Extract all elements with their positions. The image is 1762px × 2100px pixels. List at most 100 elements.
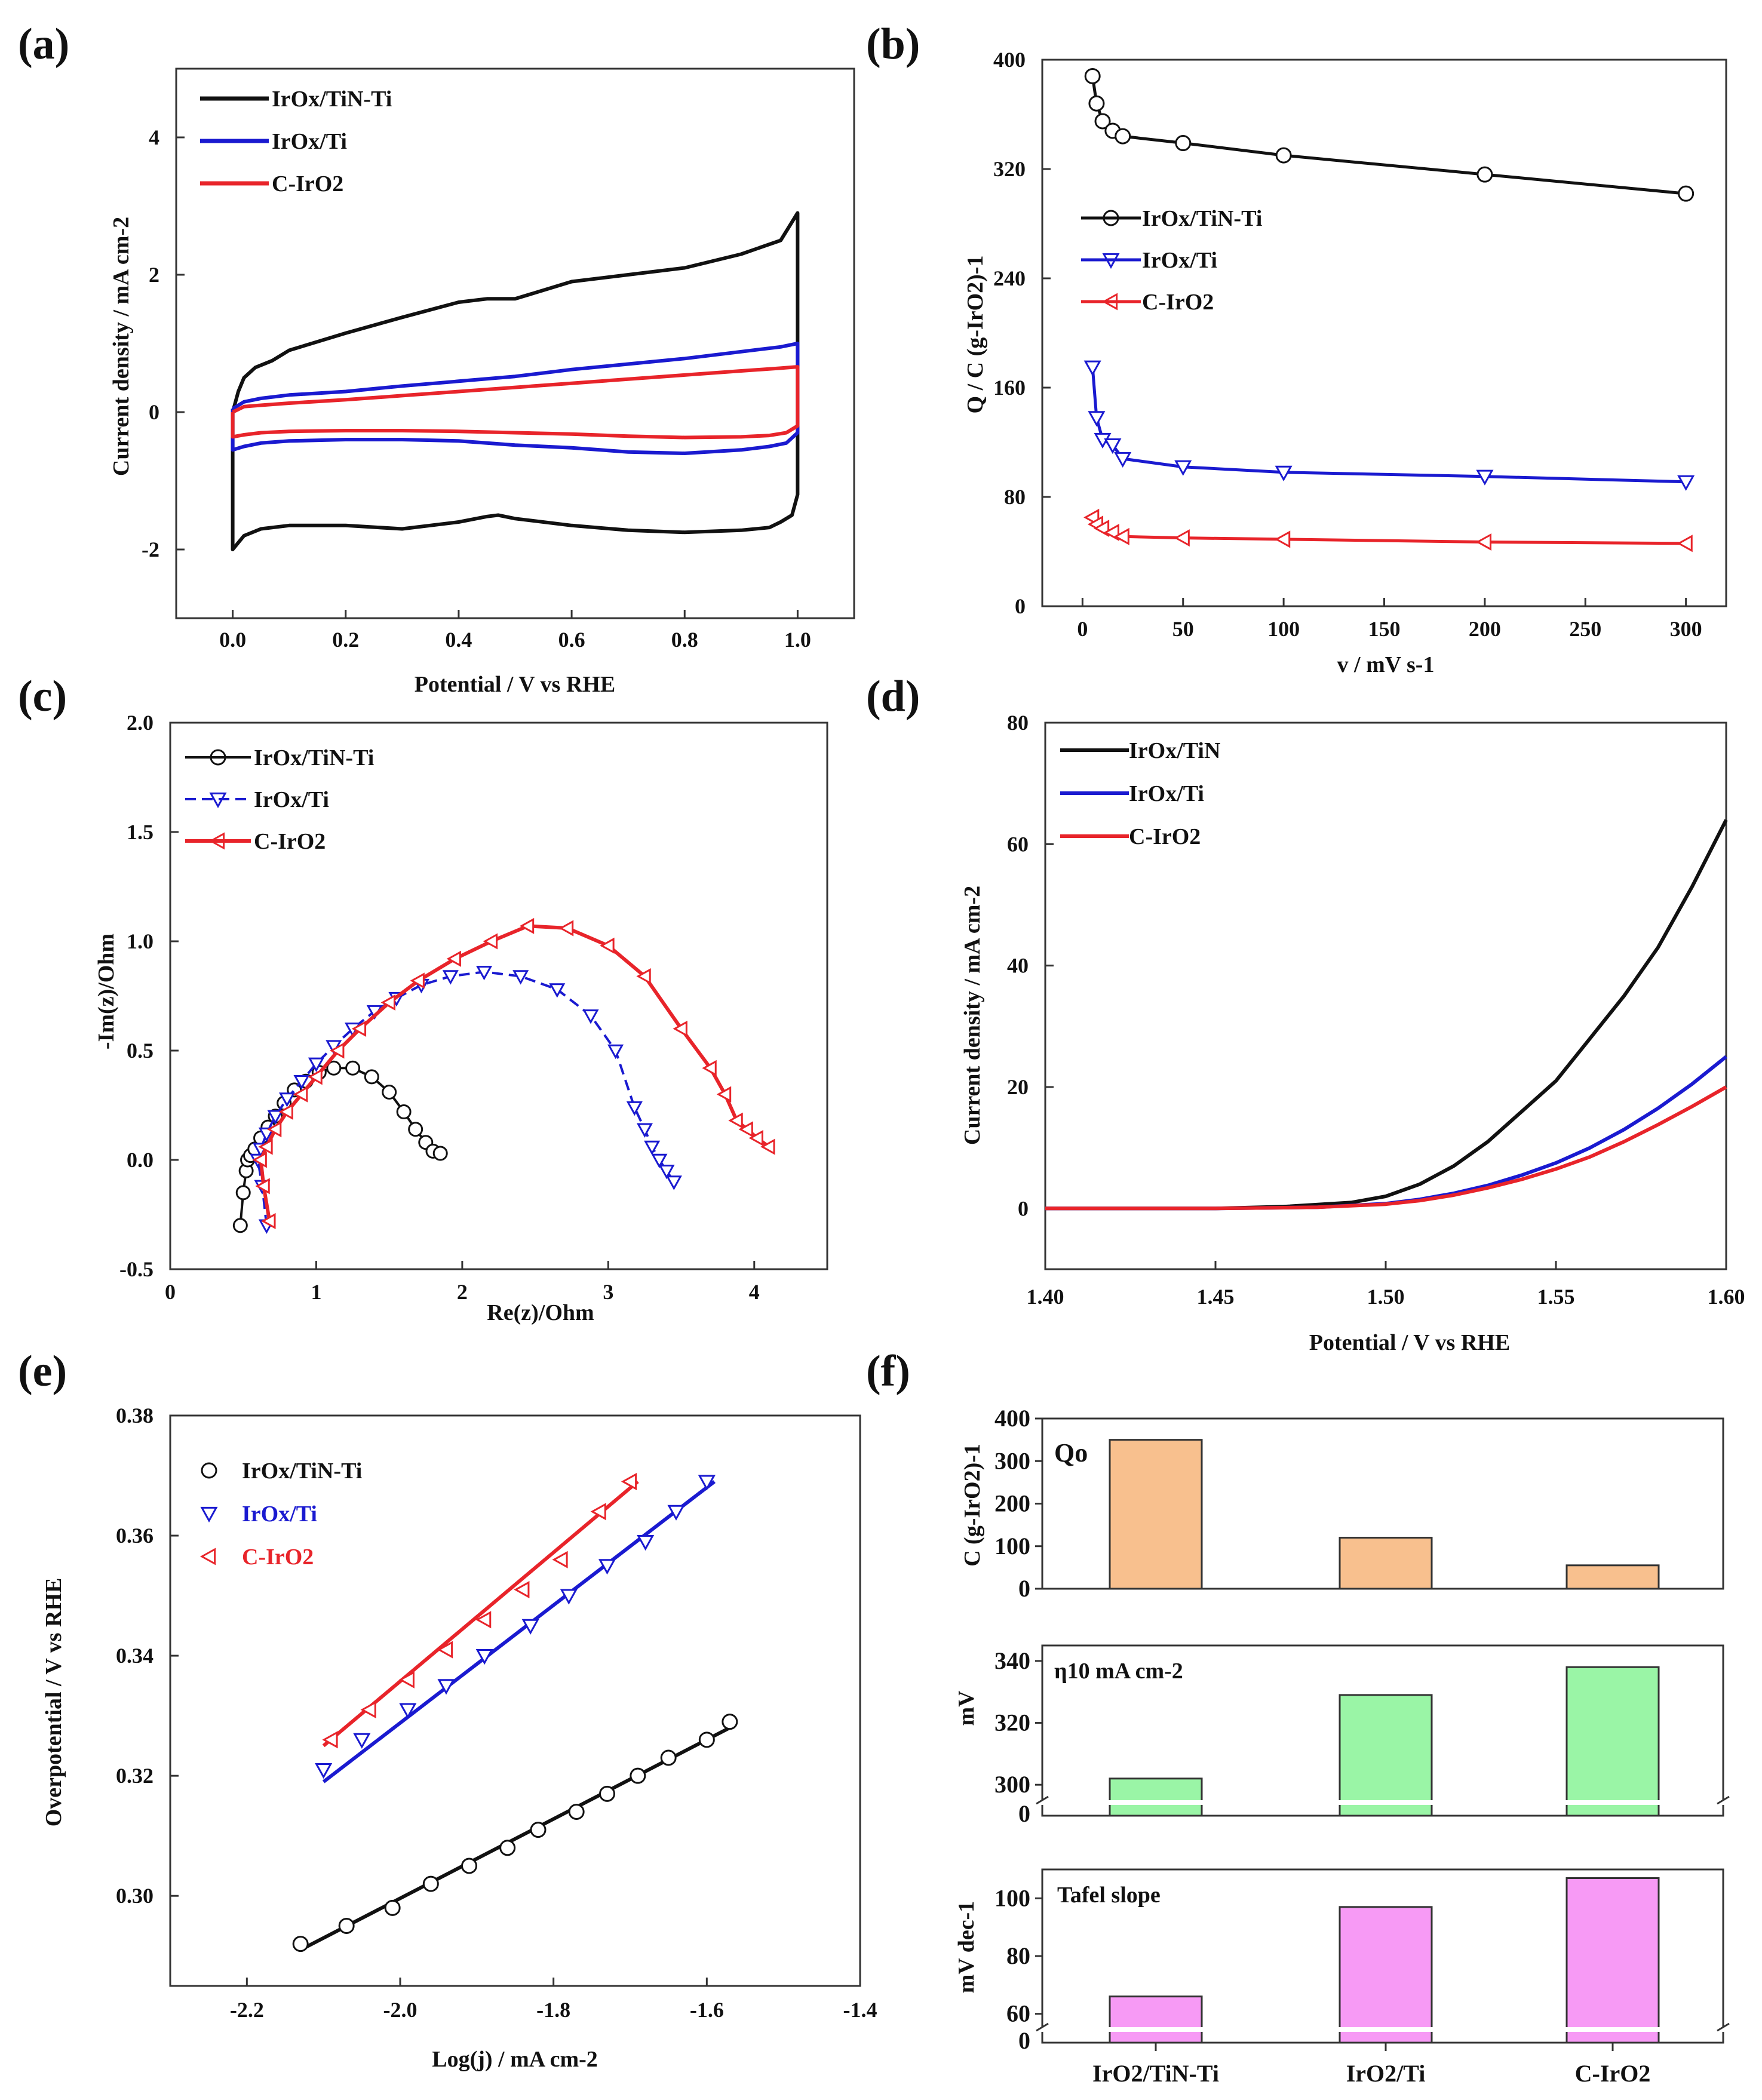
x-tick-label-a: 0.0 [219, 628, 246, 652]
y-tick-label-c: 2.0 [127, 711, 154, 735]
legend-label-e-2: C-IrO2 [242, 1545, 314, 1570]
bar-f [1565, 1877, 1660, 2044]
x-tick-label-d: 1.40 [1027, 1285, 1064, 1309]
y-tick-label-f: 340 [994, 1647, 1030, 1674]
data-point-b [1677, 475, 1695, 491]
series-line-a [231, 211, 800, 551]
y-axis-label-f-1: mV [954, 1690, 979, 1726]
data-point-b [1083, 360, 1101, 376]
y-tick-label-d: 80 [1007, 711, 1029, 735]
y-axis-label-f-0: C (g-IrO2)-1 [960, 1444, 985, 1567]
data-point-b [1088, 411, 1106, 427]
y-tick-label-a: 2 [149, 263, 159, 287]
data-point-c [279, 1092, 296, 1107]
legend-label-e-1: IrOx/Ti [242, 1502, 317, 1527]
y-tick-label-c: 0.0 [127, 1148, 154, 1172]
data-point-b [1275, 465, 1293, 481]
data-point-c [258, 1138, 273, 1155]
plot-frame-a [175, 67, 855, 619]
x-tick-label-b: 150 [1368, 617, 1401, 641]
axis-break-mark-f [1717, 2022, 1730, 2032]
data-point-c [266, 1121, 282, 1138]
data-point-c [760, 1138, 775, 1155]
data-point-b [1114, 452, 1132, 468]
data-point-c [582, 1009, 599, 1024]
series-line-a [231, 342, 800, 455]
y-tick-label-b: 320 [993, 157, 1026, 181]
y-tick-label-d: 0 [1018, 1196, 1029, 1220]
data-point-c [476, 965, 493, 981]
axis-break-mark-f [1717, 1795, 1730, 1805]
legend-label-e-0: IrOx/TiN-Ti [242, 1459, 362, 1484]
data-point-c [716, 1086, 732, 1103]
data-point-c [278, 1103, 293, 1120]
y-tick-label-c: 1.5 [127, 820, 154, 844]
data-point-e [399, 1703, 417, 1719]
subplot-label-f-1: η10 mA cm-2 [1054, 1659, 1183, 1684]
data-point-e [521, 1619, 539, 1635]
y-tick-label-e: 0.38 [116, 1404, 154, 1427]
x-tick-label-b: 200 [1469, 617, 1501, 641]
y-tick-label-f: 0 [1018, 1800, 1030, 1827]
bar-f [1339, 1537, 1433, 1590]
y-axis-label-d: Current density / mA cm-2 [960, 886, 985, 1145]
data-point-c [636, 1123, 653, 1138]
y-tick-label-d: 20 [1007, 1075, 1029, 1099]
panel-label-f: (f) [866, 1347, 910, 1396]
data-point-e [598, 1559, 616, 1575]
data-point-e [292, 1936, 309, 1952]
y-axis-label-f-2: mV dec-1 [954, 1901, 979, 1993]
data-point-b [1275, 530, 1291, 548]
category-label-f-2: C-IrO2 [1575, 2060, 1651, 2087]
x-axis-label-d: Potential / V vs RHE [1309, 1330, 1510, 1355]
y-tick-label-b: 160 [993, 376, 1026, 400]
data-point-e [630, 1767, 646, 1784]
y-axis-label-c: -Im(z)/Ohm [94, 934, 119, 1049]
data-point-c [432, 1146, 448, 1161]
data-point-b [1174, 460, 1192, 476]
plot-frame-e [169, 1414, 861, 1987]
data-point-e [322, 1731, 338, 1749]
legend-label-c-1: IrOx/Ti [254, 787, 329, 812]
data-point-e [315, 1763, 333, 1779]
data-point-c [308, 1057, 324, 1073]
data-point-e [568, 1803, 585, 1820]
legend-c: IrOx/TiN-Ti IrOx/Ti C-IrO2 [185, 745, 374, 854]
y-tick-label-b: 240 [993, 266, 1026, 290]
series-line-d [1045, 819, 1728, 1211]
data-point-c [644, 1140, 661, 1156]
data-point-e [698, 1475, 716, 1491]
data-point-c [658, 1165, 675, 1180]
y-tick-label-c: 0.5 [127, 1039, 154, 1063]
data-point-c [607, 1044, 624, 1060]
data-point-b [1475, 533, 1491, 551]
data-point-e [437, 1679, 455, 1695]
data-point-b [1104, 438, 1122, 455]
y-tick-label-b: 80 [1004, 485, 1026, 509]
y-tick-label-f: 100 [994, 1884, 1030, 1911]
fit-line-e [299, 1726, 731, 1952]
category-label-f-0: IrO2/TiN-Ti [1092, 2060, 1219, 2087]
x-tick-label-a: 0.8 [671, 628, 698, 652]
panel-c: 0 1 2 3 4 -0.5 0.0 0.5 1.0 1.5 2.0 Re(z)/Ohm -Im(z… [94, 711, 828, 1325]
data-point-c [380, 994, 395, 1011]
x-tick-label-a: 1.0 [784, 628, 811, 652]
data-point-e [353, 1733, 371, 1749]
data-point-e [560, 1589, 578, 1605]
data-point-b [1476, 166, 1493, 183]
y-tick-label-f: 0 [1018, 2027, 1030, 2054]
series-line-a [231, 365, 800, 440]
data-point-e [384, 1899, 401, 1916]
x-tick-label-c: 3 [603, 1280, 613, 1304]
data-point-b [1476, 469, 1494, 486]
y-tick-label-e: 0.36 [116, 1524, 154, 1548]
x-tick-label-d: 1.55 [1537, 1285, 1575, 1309]
panel-a: 0.0 0.2 0.4 0.6 0.8 1.0 -2 0 2 4 Potential / V vs… [109, 67, 855, 697]
data-point-e [422, 1875, 439, 1892]
data-point-c [512, 970, 529, 985]
data-point-c [483, 933, 498, 950]
axis-break-mark-f [1036, 1795, 1049, 1805]
data-point-b [1094, 113, 1111, 130]
y-tick-label-a: -2 [142, 538, 159, 561]
